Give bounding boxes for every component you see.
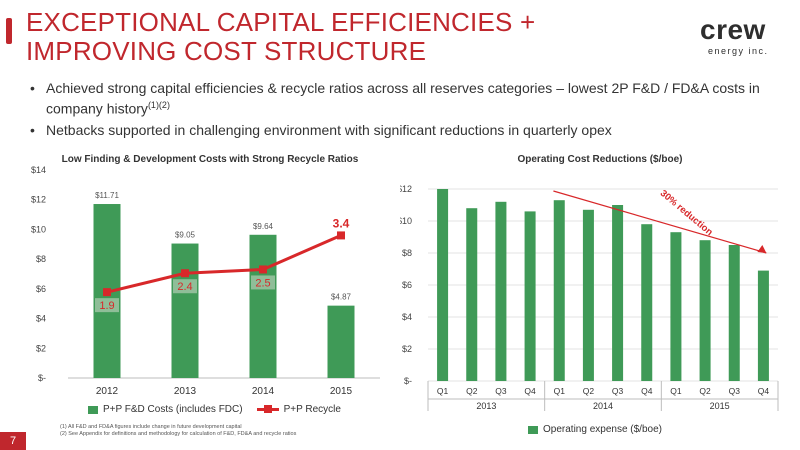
y-tick-label: $8 <box>402 248 412 258</box>
fd-costs-chart: $- $2 $4 $6 $8 $10 $12 $14 $11.71 2012 $9.05 2013 $9… <box>31 165 380 397</box>
opex-bar <box>641 224 653 381</box>
bullet-list: Achieved strong capital efficiencies & r… <box>30 80 770 143</box>
fd-cost-data-label: $11.71 <box>95 191 119 200</box>
recycle-data-label: 1.9 <box>99 300 114 312</box>
x-tick-label: 2014 <box>252 386 275 397</box>
recycle-data-label: 2.4 <box>177 281 192 293</box>
group-label: 2014 <box>593 401 613 411</box>
bullet-item: Netbacks supported in challenging enviro… <box>30 122 770 139</box>
legend-swatch-recycle <box>256 405 279 413</box>
x-tick-label: Q3 <box>612 386 624 396</box>
crew-logo: crew energy inc. <box>700 14 792 58</box>
recycle-label-bg <box>95 298 119 313</box>
footnote-2: (2) See Appendix for definitions and met… <box>60 431 297 437</box>
legend-swatch-fd-costs <box>88 405 98 414</box>
legend-label-recycle: P+P Recycle <box>283 404 341 415</box>
y-tick-label: $14 <box>31 165 46 175</box>
y-tick-label: $6 <box>36 284 46 294</box>
x-tick-label: Q3 <box>729 386 741 396</box>
bullet-item: Achieved strong capital efficiencies & r… <box>30 80 770 118</box>
y-tick-label: $10 <box>400 216 412 226</box>
x-tick-label: Q4 <box>524 386 536 396</box>
opex-bar <box>553 200 565 381</box>
opex-bar <box>757 270 769 381</box>
y-tick-label: $6 <box>402 280 412 290</box>
recycle-data-label: 2.5 <box>255 277 270 289</box>
group-label: 2013 <box>476 401 496 411</box>
opex-bar <box>728 245 740 381</box>
x-tick-label: Q2 <box>466 386 478 396</box>
fd-cost-bar <box>249 234 277 378</box>
y-tick-label: $8 <box>36 254 46 264</box>
x-tick-label: Q1 <box>554 386 566 396</box>
reduction-arrow-head <box>757 245 767 253</box>
fd-chart-title: Low Finding & Development Costs with Str… <box>61 154 359 165</box>
opex-bar <box>582 209 594 381</box>
opex-bar <box>466 208 478 381</box>
footnote-1: (1) All F&D and FD&A figures include cha… <box>60 424 242 430</box>
opex-chart-legend: Operating expense ($/boe) <box>528 424 662 435</box>
recycle-data-label: 3.4 <box>333 216 350 230</box>
recycle-point <box>337 231 345 240</box>
recycle-label-bg <box>251 275 275 290</box>
x-tick-label: Q3 <box>495 386 507 396</box>
y-tick-label: $- <box>404 376 412 386</box>
opex-bar <box>612 205 624 381</box>
y-tick-label: $12 <box>31 195 46 205</box>
slide-title: EXCEPTIONAL CAPITAL EFFICIENCIES + IMPRO… <box>26 7 536 66</box>
y-tick-label: $12 <box>400 184 412 194</box>
recycle-line <box>106 234 342 294</box>
y-tick-label: $2 <box>402 344 412 354</box>
fd-chart-legend: P+P F&D Costs (includes FDC) P+P Recycle <box>88 404 341 415</box>
bullet-footnote-ref: (1)(2) <box>147 100 170 110</box>
logo-subtitle: energy inc. <box>708 46 769 56</box>
recycle-point <box>259 265 267 274</box>
x-tick-label: 2013 <box>174 386 197 397</box>
x-tick-label: Q4 <box>758 386 770 396</box>
fd-cost-bar <box>171 243 199 378</box>
y-tick-label: $2 <box>36 343 46 353</box>
opex-chart: $- $2 $4 $6 $8 $10 $12 Q1 Q2 Q3 Q4 Q1 Q2 Q3 Q4 Q1 Q2 Q3 Q4… <box>400 184 779 411</box>
x-tick-label: 2012 <box>96 386 119 397</box>
footnotes: (1) All F&D and FD&A figures include cha… <box>60 424 296 438</box>
y-tick-label: $10 <box>31 224 46 234</box>
x-tick-label: 2015 <box>330 386 353 397</box>
logo-wordmark: crew <box>700 14 766 45</box>
group-label: 2015 <box>710 401 730 411</box>
reduction-annotation: 30% reduction <box>658 188 715 238</box>
bullet-text: Netbacks supported in challenging enviro… <box>46 121 612 138</box>
recycle-label-bg <box>173 279 197 294</box>
legend-label-fd-costs: P+P F&D Costs (includes FDC) <box>103 404 243 415</box>
reduction-arrow-line <box>553 190 767 254</box>
y-tick-label: $4 <box>36 314 46 324</box>
legend-swatch-opex <box>528 425 538 434</box>
opex-bar <box>670 232 682 381</box>
y-tick-label: $4 <box>402 312 412 322</box>
opex-bar <box>437 189 449 381</box>
x-tick-label: Q2 <box>699 386 711 396</box>
fd-cost-bar <box>327 305 355 378</box>
fd-cost-data-label: $9.05 <box>175 231 196 240</box>
recycle-point <box>181 269 189 278</box>
bullet-text: Achieved strong capital efficiencies & r… <box>46 80 760 117</box>
opex-bar <box>495 201 507 381</box>
y-tick-label: $- <box>38 373 46 383</box>
x-tick-label: Q1 <box>437 386 449 396</box>
opex-chart-title: Operating Cost Reductions ($/boe) <box>517 154 683 165</box>
recycle-point <box>103 288 111 297</box>
fd-cost-data-label: $9.64 <box>253 222 274 231</box>
x-tick-label: Q1 <box>670 386 682 396</box>
title-accent-bar <box>6 18 12 44</box>
opex-bar <box>524 211 536 381</box>
legend-label-opex: Operating expense ($/boe) <box>543 424 662 435</box>
x-tick-label: Q4 <box>641 386 653 396</box>
fd-cost-data-label: $4.87 <box>331 293 352 302</box>
x-tick-label: Q2 <box>583 386 595 396</box>
opex-bar <box>699 240 711 381</box>
page-number: 7 <box>0 432 26 450</box>
